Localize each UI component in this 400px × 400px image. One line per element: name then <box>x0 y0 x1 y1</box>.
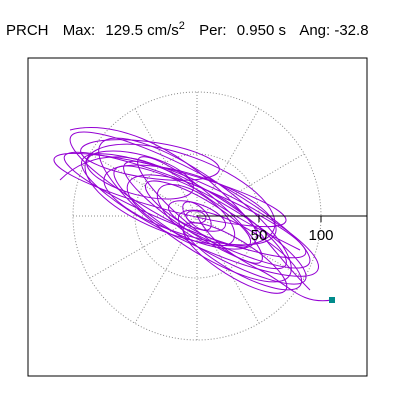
trace-segment <box>59 156 301 251</box>
trace-loop <box>168 200 226 232</box>
plot-frame <box>27 57 368 377</box>
trace-loop <box>182 222 288 294</box>
trace-loop <box>137 156 263 264</box>
trace-loop <box>53 152 287 228</box>
axes <box>197 215 367 222</box>
endpoint-marker <box>329 297 335 303</box>
trace-loop <box>177 209 303 291</box>
max-unit: cm/s <box>147 22 179 39</box>
period-label: Per: <box>199 22 227 39</box>
plot-header: PRCH Max: 129.5 cm/s2 Per: 0.950 s Ang: … <box>6 20 369 39</box>
angle-label: Ang: <box>299 22 331 39</box>
trace-loop <box>144 180 252 248</box>
trace-loop <box>84 143 276 247</box>
trace-loop <box>63 151 307 259</box>
trace-loop <box>156 183 236 247</box>
max-label: Max: <box>62 22 96 39</box>
trace-loop <box>103 164 277 246</box>
trace-loop <box>80 139 220 181</box>
x-tick-label-50: 50 <box>251 227 268 244</box>
max-unit-exponent: 2 <box>178 20 185 32</box>
period-value: 0.950 <box>236 22 275 39</box>
trace-segment <box>69 127 311 291</box>
trace-loop <box>86 150 194 200</box>
trace-loop <box>98 137 292 283</box>
angle-value: -32.8 <box>334 22 369 39</box>
particle-motion-trace <box>53 127 333 302</box>
trace-loop <box>113 165 307 285</box>
trace-loop <box>126 174 258 250</box>
period-unit: s <box>278 22 286 39</box>
trace-loop <box>123 160 287 270</box>
station-code: PRCH <box>6 22 49 39</box>
max-value: 129.5 <box>105 22 143 39</box>
trace-tail <box>196 215 333 302</box>
trace-loop <box>80 153 320 277</box>
trace-loop <box>69 131 311 269</box>
x-tick-label-100: 100 <box>308 227 333 244</box>
